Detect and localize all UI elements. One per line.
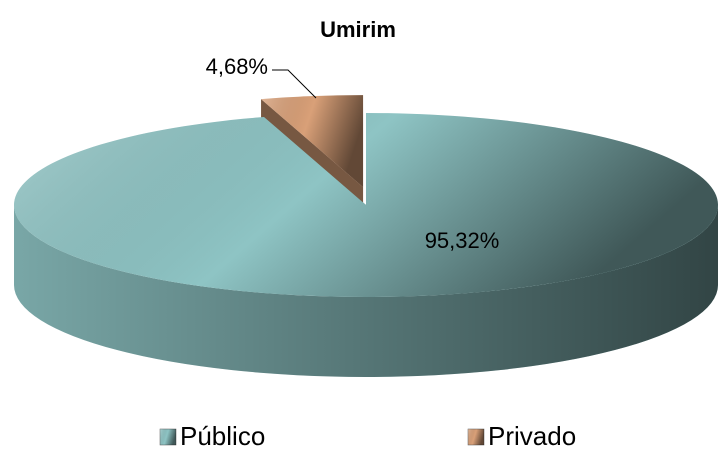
- data-label: 95,32%: [425, 228, 500, 253]
- legend-label: Privado: [488, 421, 576, 450]
- leader-line: [272, 69, 317, 99]
- legend-label: Público: [180, 421, 265, 450]
- shading: [160, 429, 176, 445]
- chart-title: Umirim: [320, 17, 396, 42]
- shading: [468, 429, 484, 445]
- shading: [14, 113, 719, 297]
- data-label: 4,68%: [206, 54, 268, 79]
- shading: [261, 95, 364, 188]
- shading: [14, 205, 718, 377]
